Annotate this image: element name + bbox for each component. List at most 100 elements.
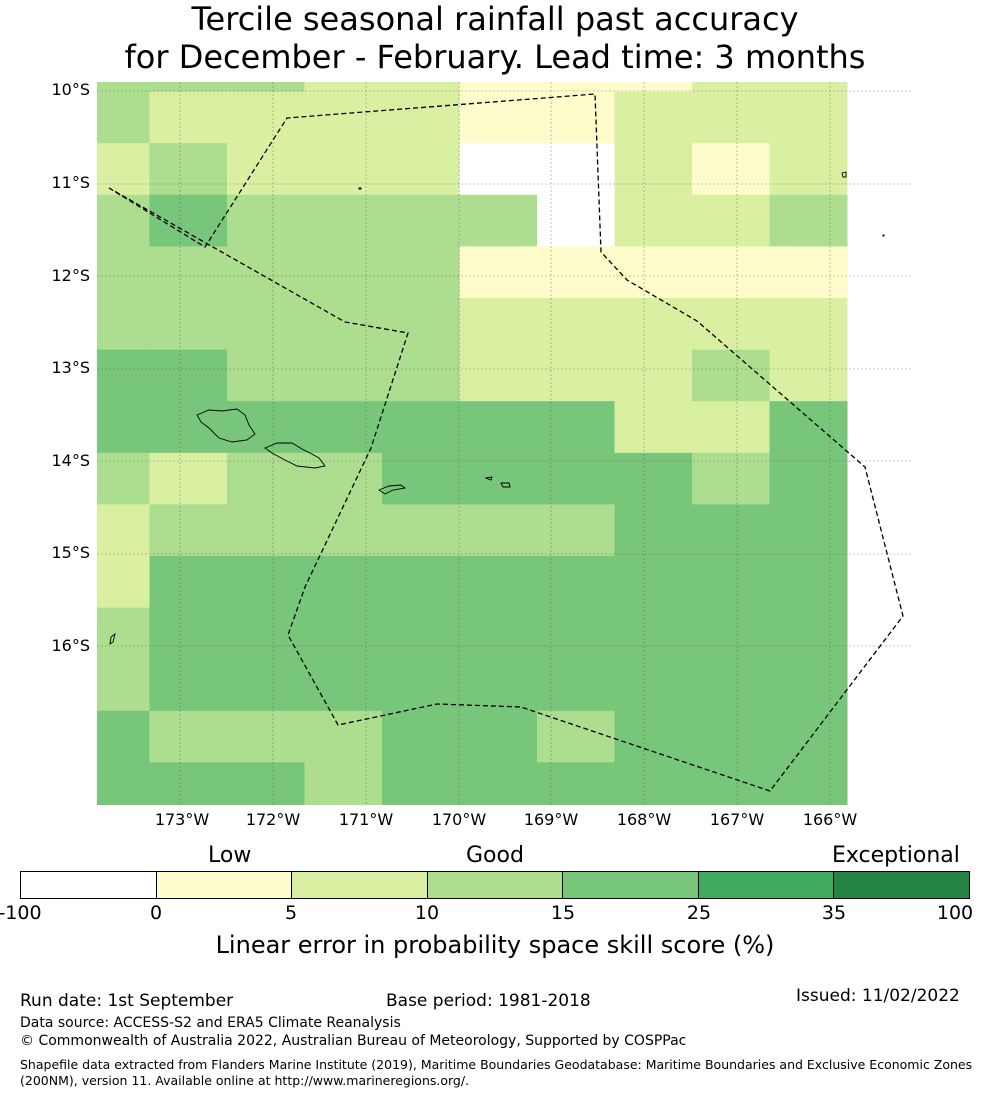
skill-cell — [304, 298, 383, 351]
skill-cell — [769, 659, 848, 712]
title-line-1: Tercile seasonal rainfall past accuracy — [191, 0, 799, 38]
skill-cell — [149, 194, 228, 247]
skill-cell — [97, 452, 150, 505]
skill-cell — [537, 762, 615, 805]
skill-cell — [97, 194, 150, 247]
skill-cell — [769, 91, 848, 144]
skill-cell — [97, 246, 150, 299]
lon-label-167w: 167°W — [709, 810, 765, 829]
base-period: Base period: 1981-2018 — [386, 991, 591, 1011]
atafu-dot — [358, 187, 362, 190]
skill-cell — [97, 659, 150, 712]
skill-cell — [149, 504, 228, 557]
skill-cell — [614, 762, 693, 805]
skill-cell — [304, 556, 383, 609]
skill-cell — [149, 710, 228, 763]
skill-cell — [692, 504, 770, 557]
lon-label-168w: 168°W — [616, 810, 672, 829]
skill-cell — [97, 82, 150, 93]
colorbar-category-exceptional: Exceptional — [832, 843, 960, 868]
skill-cell — [692, 659, 770, 712]
skill-cell — [382, 194, 460, 247]
skill-cell — [382, 82, 460, 93]
skill-cell — [227, 246, 305, 299]
colorbar-segment-1 — [21, 872, 157, 898]
skill-cell — [149, 607, 228, 660]
skill-cell — [614, 710, 693, 763]
skill-cell — [459, 659, 538, 712]
skill-cell — [227, 298, 305, 351]
skill-grid-cells — [97, 82, 848, 805]
skill-cell — [769, 556, 848, 609]
skill-cell — [537, 349, 615, 402]
skill-cell — [614, 246, 693, 299]
skill-cell — [692, 143, 770, 196]
skill-cell — [459, 246, 538, 299]
skill-cell — [537, 401, 615, 454]
skill-cell — [769, 246, 848, 299]
skill-cell — [692, 349, 770, 402]
skill-cell — [614, 556, 693, 609]
skill-cell — [97, 91, 150, 144]
skill-cell — [459, 82, 538, 93]
lat-label-12s: 12°S — [51, 266, 90, 285]
skill-cell — [304, 349, 383, 402]
skill-cell — [537, 556, 615, 609]
skill-cell — [304, 504, 383, 557]
data-source: Data source: ACCESS-S2 and ERA5 Climate … — [20, 1015, 401, 1031]
issued-date: Issued: 11/02/2022 — [796, 986, 960, 1006]
skill-cell — [97, 401, 150, 454]
skill-cell — [227, 91, 305, 144]
skill-cell — [227, 659, 305, 712]
skill-cell — [382, 607, 460, 660]
skill-cell — [304, 82, 383, 93]
swains-island — [841, 171, 847, 178]
colorbar-category-low: Low — [208, 843, 252, 868]
skill-cell — [459, 298, 538, 351]
graticule-lines — [97, 82, 913, 805]
skill-cell — [692, 556, 770, 609]
shapefile-credit-line2: (200NM), version 11. Available online at… — [20, 1073, 470, 1088]
skill-cell — [537, 194, 615, 247]
colorbar-tick-35: 35 — [821, 902, 847, 924]
skill-cell — [304, 607, 383, 660]
skill-cell — [459, 607, 538, 660]
skill-cell — [149, 143, 228, 196]
skill-cell — [537, 452, 615, 505]
skill-cell — [537, 504, 615, 557]
skill-cell — [149, 298, 228, 351]
skill-cell — [692, 82, 770, 93]
skill-cell — [692, 91, 770, 144]
skill-cell — [304, 194, 383, 247]
skill-cell — [382, 401, 460, 454]
skill-cell — [149, 401, 228, 454]
map-title: Tercile seasonal rainfall past accuracy … — [0, 0, 990, 76]
skill-cell — [382, 349, 460, 402]
skill-cell — [459, 91, 538, 144]
skill-cell — [227, 194, 305, 247]
skill-cell — [382, 91, 460, 144]
skill-cell — [769, 349, 848, 402]
skill-cell — [382, 659, 460, 712]
skill-cell — [304, 143, 383, 196]
skill-cell — [304, 762, 383, 805]
skill-cell — [227, 504, 305, 557]
skill-cell — [227, 349, 305, 402]
skill-cell — [537, 710, 615, 763]
skill-cell — [382, 452, 460, 505]
skill-cell — [304, 659, 383, 712]
skill-cell — [614, 194, 693, 247]
colorbar-tick-10: 10 — [414, 902, 440, 924]
skill-cell — [692, 401, 770, 454]
skill-cell — [97, 298, 150, 351]
skill-cell — [537, 82, 615, 93]
tutuila-island — [378, 484, 407, 495]
skill-cell — [614, 401, 693, 454]
skill-cell — [769, 710, 848, 763]
skill-cell — [769, 762, 848, 805]
coastlines — [109, 171, 885, 645]
skill-cell — [97, 762, 150, 805]
eez-boundary — [108, 93, 904, 792]
skill-cell — [304, 710, 383, 763]
skill-cell — [614, 607, 693, 660]
